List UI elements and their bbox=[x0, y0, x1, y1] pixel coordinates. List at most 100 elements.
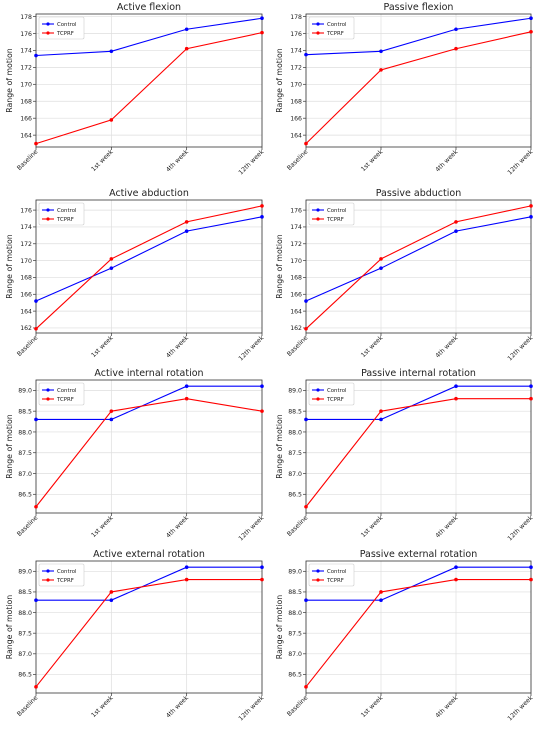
y-tick-label: 88.0 bbox=[288, 610, 302, 617]
legend-swatch-marker bbox=[316, 208, 320, 212]
chart-title: Active external rotation bbox=[93, 549, 205, 560]
x-tick-label: 4th week bbox=[165, 514, 190, 539]
series-line-tcprf bbox=[35, 398, 263, 508]
legend-label: Control bbox=[57, 388, 77, 394]
y-tick-label: 87.0 bbox=[288, 651, 302, 658]
data-point-control bbox=[34, 299, 38, 303]
x-tick-label: Baseline bbox=[16, 148, 40, 172]
y-tick-label: 87.0 bbox=[18, 471, 32, 478]
chart-panel-1: Active flexion 164 166 168 170 172 174 176 178 Ba… bbox=[5, 2, 266, 176]
legend: Control TCPRF bbox=[308, 563, 355, 587]
chart-title: Passive abduction bbox=[376, 188, 461, 199]
x-tick-label: 1st week bbox=[90, 334, 115, 359]
data-point-tcprf bbox=[260, 409, 264, 413]
data-point-control bbox=[454, 384, 458, 389]
y-tick-label: 168 bbox=[290, 99, 302, 106]
data-point-tcprf bbox=[34, 504, 38, 509]
chart-panel-8: Passive external rotation 86.5 87.0 87.5 88.… bbox=[275, 549, 535, 722]
legend: Control TCPRF bbox=[38, 563, 85, 587]
data-point-control bbox=[529, 215, 533, 219]
data-point-tcprf bbox=[529, 204, 533, 208]
chart-panel-6: Passive internal rotation 86.5 87.0 87.5 88.… bbox=[275, 368, 535, 542]
data-point-tcprf bbox=[109, 257, 114, 261]
x-tick-label: 1st week bbox=[360, 334, 385, 359]
x-tick-label: 12th week bbox=[507, 334, 535, 362]
legend-swatch-marker bbox=[46, 22, 50, 26]
data-point-control bbox=[304, 52, 308, 57]
series-line-control bbox=[36, 385, 262, 421]
data-point-control bbox=[379, 266, 383, 270]
legend-swatch-marker bbox=[46, 208, 50, 212]
series-line-tcprf bbox=[35, 32, 263, 145]
legend-swatch-marker bbox=[46, 397, 50, 401]
legend-swatch-marker bbox=[316, 569, 320, 573]
y-tick-label: 168 bbox=[20, 275, 32, 282]
y-tick-label: 166 bbox=[290, 115, 302, 122]
chart-panel-2: Passive flexion 164 166 168 170 172 174 176 178 B… bbox=[275, 2, 535, 176]
legend-swatch-marker bbox=[316, 397, 320, 401]
x-tick-label: 12th week bbox=[238, 694, 266, 722]
x-tick-label: 4th week bbox=[165, 148, 190, 173]
data-point-tcprf bbox=[454, 577, 458, 582]
x-tick-label: 12th week bbox=[238, 334, 266, 362]
y-axis-label: Range of motion bbox=[5, 234, 14, 299]
data-point-tcprf bbox=[260, 30, 264, 35]
legend-swatch-marker bbox=[316, 388, 320, 392]
y-tick-label: 162 bbox=[20, 325, 32, 332]
series-line-tcprf bbox=[35, 579, 262, 688]
legend-label: Control bbox=[327, 22, 347, 28]
data-point-tcprf bbox=[379, 409, 383, 413]
data-point-control bbox=[304, 417, 308, 422]
x-tick-label: Baseline bbox=[16, 514, 40, 538]
data-point-control bbox=[454, 565, 458, 569]
y-tick-label: 164 bbox=[20, 132, 32, 139]
legend-swatch-marker bbox=[316, 22, 320, 26]
y-tick-label: 168 bbox=[20, 99, 32, 106]
data-point-tcprf bbox=[109, 118, 114, 122]
data-point-control bbox=[529, 565, 533, 569]
data-point-control bbox=[304, 299, 308, 303]
data-point-tcprf bbox=[184, 220, 189, 224]
data-point-tcprf bbox=[454, 46, 458, 51]
series-line-control bbox=[35, 216, 263, 302]
y-tick-label: 164 bbox=[290, 308, 302, 315]
y-tick-label: 88.0 bbox=[18, 429, 32, 436]
y-tick-label: 87.5 bbox=[288, 630, 302, 637]
data-point-tcprf bbox=[184, 396, 189, 401]
y-tick-label: 174 bbox=[20, 224, 32, 231]
data-point-tcprf bbox=[260, 577, 264, 582]
x-tick-label: 1st week bbox=[90, 514, 115, 539]
data-point-control bbox=[260, 16, 264, 21]
chart-panel-3: Active abduction 162 164 166 168 170 172 174 176… bbox=[5, 188, 266, 362]
data-point-tcprf bbox=[529, 396, 533, 401]
y-tick-label: 87.0 bbox=[288, 471, 302, 478]
data-point-control bbox=[109, 598, 114, 602]
y-axis-label: Range of motion bbox=[275, 595, 284, 660]
data-point-control bbox=[260, 384, 264, 389]
y-tick-label: 176 bbox=[20, 207, 32, 214]
legend-label: TCPRF bbox=[56, 397, 74, 403]
data-point-tcprf bbox=[379, 590, 383, 594]
x-tick-label: 12th week bbox=[238, 148, 266, 176]
legend-swatch-marker bbox=[46, 578, 50, 582]
legend-swatch-marker bbox=[46, 217, 50, 221]
y-tick-label: 166 bbox=[290, 292, 302, 299]
y-tick-label: 86.5 bbox=[288, 492, 302, 499]
plot-frame bbox=[305, 13, 532, 148]
series-line-tcprf bbox=[305, 205, 532, 330]
legend-label: Control bbox=[57, 22, 77, 28]
data-point-control bbox=[109, 49, 114, 54]
y-axis-label: Range of motion bbox=[275, 234, 284, 299]
series-line-control bbox=[36, 566, 262, 601]
x-tick-label: 1st week bbox=[360, 514, 385, 539]
data-point-control bbox=[109, 417, 114, 422]
data-point-tcprf bbox=[34, 685, 38, 689]
x-tick-label: Baseline bbox=[286, 148, 310, 172]
legend-swatch-marker bbox=[46, 388, 50, 392]
data-point-control bbox=[379, 417, 383, 422]
y-tick-label: 178 bbox=[290, 14, 302, 21]
data-point-control bbox=[34, 417, 38, 422]
y-tick-label: 170 bbox=[290, 82, 302, 89]
